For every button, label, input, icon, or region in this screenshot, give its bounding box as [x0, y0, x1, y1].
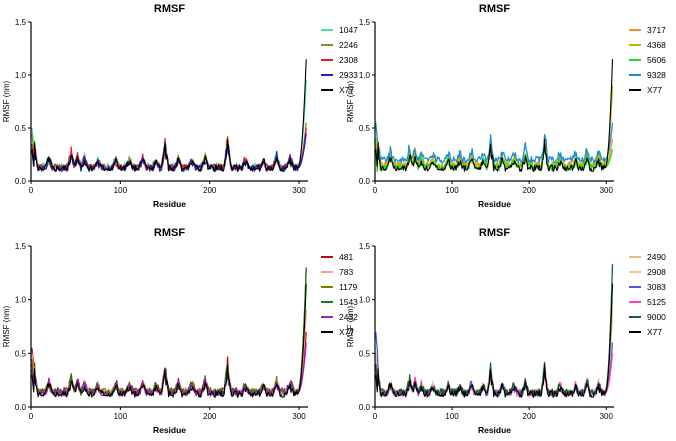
legend-label: 1179: [339, 282, 358, 292]
legend-label: X77: [647, 85, 662, 95]
series-line-2490: [375, 310, 614, 396]
legend: 3717 4368 5606 9328 X77: [629, 25, 666, 95]
series-line-1047: [31, 80, 307, 170]
x-axis-label: Residue: [153, 425, 186, 435]
legend-label: 2432: [339, 312, 358, 322]
y-axis-label: RMSF (nm): [346, 306, 355, 348]
x-tick-label: 0: [373, 412, 378, 421]
y-tick-label: 0.5: [359, 349, 371, 358]
series-line-X77: [375, 59, 614, 172]
x-axis-label: Residue: [153, 199, 186, 209]
legend-label: 3083: [647, 282, 666, 292]
legend-label: 2933: [339, 70, 358, 80]
x-tick-label: 300: [292, 412, 306, 421]
legend-label: X77: [647, 327, 662, 337]
chart-title: RMSF: [154, 227, 185, 239]
legend-label: 2490: [647, 252, 666, 262]
legend-label: 2246: [339, 40, 358, 50]
legend-label: 1543: [339, 297, 358, 307]
y-axis-label: RMSF (nm): [2, 81, 11, 123]
y-tick-label: 1.5: [359, 18, 371, 27]
x-tick-label: 200: [523, 412, 537, 421]
chart-title: RMSF: [154, 3, 185, 15]
y-tick-label: 1.5: [359, 242, 371, 251]
legend: 2490 2908 3083 5125 9000 X77: [629, 252, 666, 337]
x-tick-label: 200: [523, 186, 537, 195]
y-tick-label: 1.0: [15, 296, 27, 305]
x-tick-label: 0: [29, 412, 34, 421]
legend-label: 5606: [647, 55, 666, 65]
legend-label: 481: [339, 252, 353, 262]
legend-label: 9328: [647, 70, 666, 80]
chart-panel-4: RMSF 0.0 0.5 1.0 1.5 0 100 200 300 Residue RMSF (n…: [346, 227, 666, 435]
x-tick-label: 300: [292, 186, 306, 195]
legend-label: 3717: [647, 25, 666, 35]
y-tick-label: 1.0: [359, 71, 371, 80]
y-tick-label: 0.0: [359, 177, 371, 186]
series-line-1179: [31, 267, 307, 396]
x-tick-label: 0: [373, 186, 378, 195]
chart-panel-1: RMSF 0.0 0.5 1.0 1.5 0 100 200 300 Residue RMSF (n…: [2, 3, 358, 209]
x-axis-label: Residue: [478, 425, 511, 435]
y-tick-label: 0.0: [15, 177, 27, 186]
x-tick-label: 0: [29, 186, 34, 195]
legend-label: 2308: [339, 55, 358, 65]
legend-label: 783: [339, 267, 353, 277]
series-line-1543: [31, 267, 307, 396]
y-tick-label: 0.5: [15, 124, 27, 133]
y-tick-label: 1.5: [15, 242, 27, 251]
x-tick-label: 300: [600, 412, 614, 421]
x-tick-label: 100: [114, 186, 128, 195]
y-tick-label: 1.0: [359, 296, 371, 305]
y-axis-label: RMSF (nm): [346, 81, 355, 123]
y-axis-label: RMSF (nm): [2, 306, 11, 348]
y-tick-label: 1.0: [15, 71, 27, 80]
y-tick-label: 0.0: [15, 403, 27, 412]
legend: 1047 2246 2308 2933 X77: [321, 25, 358, 95]
legend: 481 783 1179 1543 2432 X77: [321, 252, 358, 337]
series-line-X77: [31, 283, 307, 398]
legend-label: 4368: [647, 40, 666, 50]
series-line-X77: [375, 283, 614, 398]
legend-label: X77: [339, 85, 354, 95]
legend-label: 5125: [647, 297, 666, 307]
y-tick-label: 0.5: [15, 349, 27, 358]
chart-panel-2: RMSF 0.0 0.5 1.0 1.5 0 100 200 300 Residue RMSF (n…: [346, 3, 666, 209]
x-tick-label: 100: [445, 186, 459, 195]
chart-title: RMSF: [479, 3, 510, 15]
series-line-9328: [375, 122, 614, 164]
x-tick-label: 100: [445, 412, 459, 421]
y-tick-label: 0.5: [359, 124, 371, 133]
legend-label: 1047: [339, 25, 358, 35]
y-tick-label: 0.0: [359, 403, 371, 412]
series-line-9000: [375, 264, 614, 396]
legend-label: 2908: [647, 267, 666, 277]
y-tick-label: 1.5: [15, 18, 27, 27]
x-axis-label: Residue: [478, 199, 511, 209]
series-line-X77: [31, 59, 307, 172]
legend-label: 9000: [647, 312, 666, 322]
chart-panel-3: RMSF 0.0 0.5 1.0 1.5 0 100 200 300 Residue RMSF (n…: [2, 227, 358, 435]
x-tick-label: 300: [600, 186, 614, 195]
legend-label: X77: [339, 327, 354, 337]
x-tick-label: 100: [114, 412, 128, 421]
x-tick-label: 200: [203, 186, 217, 195]
x-tick-label: 200: [203, 412, 217, 421]
chart-title: RMSF: [479, 227, 510, 239]
